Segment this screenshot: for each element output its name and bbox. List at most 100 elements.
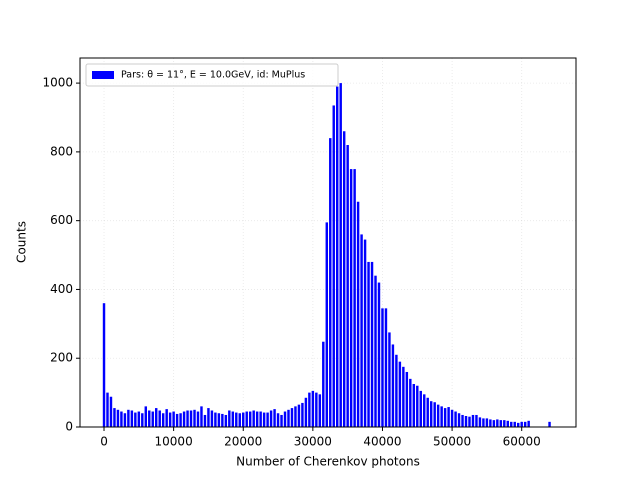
bar	[475, 414, 478, 427]
bar	[141, 413, 144, 427]
bar	[391, 344, 395, 427]
bar	[443, 408, 447, 427]
bar	[513, 421, 516, 427]
bar	[259, 411, 262, 427]
bar	[283, 411, 287, 427]
bar	[367, 261, 370, 427]
bar	[457, 413, 461, 427]
bar	[440, 406, 443, 427]
bar	[402, 366, 405, 427]
bar	[182, 411, 186, 427]
bar	[231, 411, 235, 427]
bar	[102, 303, 106, 427]
bar	[409, 378, 412, 427]
bar	[151, 411, 154, 427]
y-tick-label: 0	[65, 420, 73, 434]
bar	[363, 239, 367, 427]
bar	[255, 411, 259, 427]
bar	[436, 404, 440, 427]
plot-frame	[79, 57, 577, 428]
bar	[123, 413, 127, 427]
bar	[148, 410, 151, 427]
bar	[377, 282, 381, 427]
bar	[207, 408, 210, 427]
x-tick-label: 30000	[294, 435, 332, 449]
bar	[468, 416, 471, 427]
bar	[158, 410, 161, 427]
bar	[416, 385, 419, 427]
bar	[548, 421, 551, 427]
x-tick-label: 0	[100, 435, 108, 449]
bar	[517, 422, 520, 427]
bar	[520, 421, 523, 427]
bar	[384, 308, 388, 427]
bar	[175, 413, 179, 427]
x-tick-label: 50000	[433, 435, 471, 449]
bar	[360, 234, 363, 427]
bar	[339, 83, 342, 428]
y-tick-label: 400	[50, 282, 73, 296]
bar	[482, 418, 485, 427]
bar	[496, 419, 499, 427]
bar	[276, 413, 280, 427]
bar	[419, 390, 422, 427]
bar	[336, 86, 339, 427]
bar	[287, 409, 290, 427]
legend-box	[85, 63, 339, 87]
bar	[193, 409, 196, 427]
bar	[370, 261, 374, 427]
bar	[238, 413, 241, 427]
bar	[346, 145, 349, 427]
bar	[506, 420, 509, 427]
bar	[464, 415, 468, 427]
bar	[214, 412, 217, 427]
bar	[325, 222, 328, 427]
bar	[113, 408, 116, 427]
bar	[127, 409, 130, 427]
x-tick-label: 10000	[155, 435, 193, 449]
bar	[304, 397, 308, 427]
bar	[308, 392, 311, 427]
bar	[322, 341, 325, 427]
bar	[144, 406, 148, 427]
bar	[200, 406, 203, 427]
bar	[294, 406, 297, 427]
bar	[523, 421, 527, 427]
bar	[381, 308, 384, 427]
bar	[412, 384, 416, 427]
bar	[503, 420, 506, 427]
legend-label: Pars: θ = 11°, E = 10.0GeV, id: MuPlus	[121, 70, 305, 81]
bar	[478, 417, 482, 427]
bar	[353, 169, 356, 427]
bar	[349, 169, 353, 427]
bar	[196, 411, 200, 427]
bar	[155, 408, 158, 427]
y-axis-label: Counts	[15, 221, 29, 263]
bar	[329, 138, 332, 427]
bar	[315, 392, 318, 427]
bar	[342, 131, 346, 428]
bar	[130, 410, 134, 427]
bar	[492, 420, 496, 427]
bar	[318, 394, 322, 427]
bar	[134, 412, 137, 427]
bar	[116, 409, 120, 427]
bar	[242, 412, 245, 427]
bar	[398, 361, 402, 427]
bar	[450, 409, 454, 427]
bar	[510, 421, 513, 427]
bar	[388, 332, 391, 427]
legend-swatch	[92, 71, 114, 79]
bar	[433, 402, 436, 427]
bar	[405, 371, 409, 427]
bar	[109, 396, 113, 427]
bar	[356, 201, 360, 427]
bar	[280, 414, 283, 427]
bar	[269, 410, 273, 427]
bar	[423, 394, 426, 427]
y-tick-label: 800	[50, 144, 73, 158]
bar	[395, 354, 398, 427]
bar	[301, 402, 304, 427]
bar	[228, 410, 231, 427]
